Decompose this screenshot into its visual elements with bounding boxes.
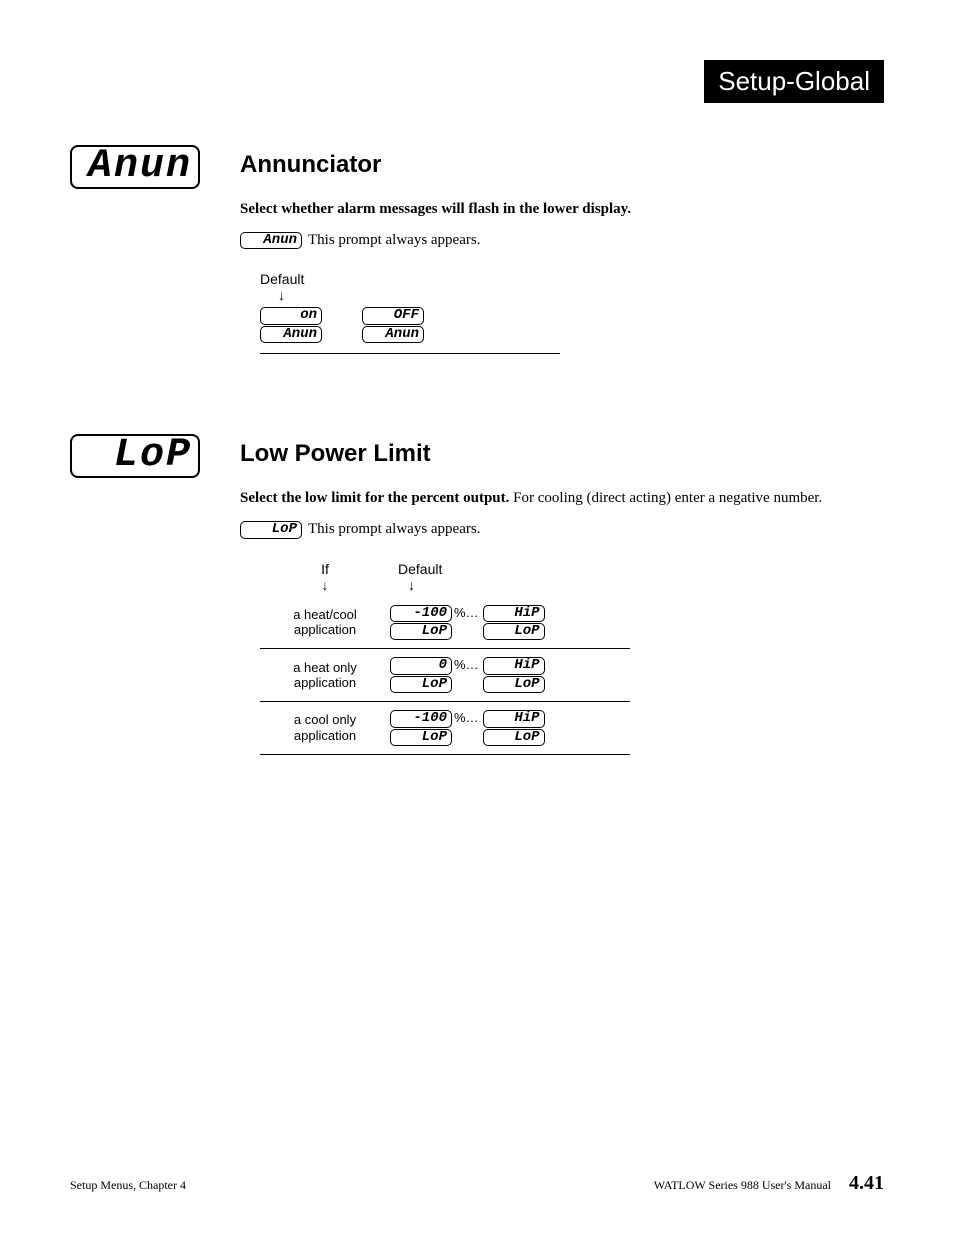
- footer-right: WATLOW Series 988 User's Manual 4.41: [654, 1172, 884, 1195]
- percent-dots: %…: [454, 657, 479, 672]
- if-line2: application: [294, 675, 356, 690]
- footer-manual-name: WATLOW Series 988 User's Manual: [654, 1178, 831, 1193]
- table-arrow-row: ↓ ↓: [260, 577, 630, 593]
- default-header: Default: [260, 271, 560, 287]
- range-low: -100 LoP: [390, 710, 452, 746]
- down-arrow: ↓: [390, 577, 568, 593]
- lcd-label: Anun: [260, 326, 322, 343]
- page-footer: Setup Menus, Chapter 4 WATLOW Series 988…: [70, 1172, 884, 1195]
- lcd-label: LoP: [483, 676, 545, 693]
- range-high: HiP LoP: [483, 657, 545, 693]
- lcd-label: LoP: [390, 623, 452, 640]
- table-row: a heat/cool application -100 LoP %… HiP …: [260, 597, 630, 650]
- annunciator-option-on: on Anun: [260, 307, 322, 343]
- if-line1: a heat/cool: [293, 607, 357, 622]
- if-condition: a heat/cool application: [260, 607, 390, 638]
- table-row: a cool only application -100 LoP %… HiP …: [260, 702, 630, 755]
- divider: [260, 353, 560, 354]
- annunciator-option-row: on Anun OFF Anun: [260, 307, 560, 343]
- table-row: a heat only application 0 LoP %… HiP LoP: [260, 649, 630, 702]
- annunciator-lede-bold: Select whether alarm messages will flash…: [240, 201, 631, 217]
- lop-appears-lcd: LoP: [240, 521, 302, 538]
- percent-dots: %…: [454, 605, 479, 620]
- down-arrow: ↓: [260, 287, 560, 303]
- range-high: HiP LoP: [483, 605, 545, 641]
- lcd-value: -100: [390, 605, 452, 622]
- lcd-label: LoP: [483, 623, 545, 640]
- lcd-value: HiP: [483, 657, 545, 674]
- lcd-value: on: [260, 307, 322, 324]
- range-cell: -100 LoP %… HiP LoP: [390, 605, 545, 641]
- annunciator-appears-text: This prompt always appears.: [308, 232, 480, 249]
- if-line1: a cool only: [294, 712, 356, 727]
- lop-title: Low Power Limit: [240, 440, 884, 468]
- lcd-label: LoP: [390, 729, 452, 746]
- range-cell: 0 LoP %… HiP LoP: [390, 657, 545, 693]
- lcd-value: HiP: [483, 605, 545, 622]
- lcd-value: -100: [390, 710, 452, 727]
- section-annunciator: Anun Annunciator Select whether alarm me…: [70, 145, 884, 354]
- lcd-value: OFF: [362, 307, 424, 324]
- page-number: 4.41: [849, 1172, 884, 1195]
- lop-body: Low Power Limit Select the low limit for…: [240, 434, 884, 755]
- down-arrow: ↓: [260, 577, 390, 593]
- lcd-text: LoP: [114, 433, 192, 478]
- lop-range-table: If Default ↓ ↓ a heat/cool application -…: [260, 561, 630, 755]
- page-header-tag: Setup-Global: [704, 60, 884, 103]
- if-condition: a cool only application: [260, 712, 390, 743]
- lcd-value: HiP: [483, 710, 545, 727]
- if-line2: application: [294, 728, 356, 743]
- if-condition: a heat only application: [260, 660, 390, 691]
- annunciator-appears: Anun This prompt always appears.: [240, 232, 884, 249]
- range-low: -100 LoP: [390, 605, 452, 641]
- default-header: Default: [390, 561, 558, 577]
- range-cell: -100 LoP %… HiP LoP: [390, 710, 545, 746]
- annunciator-option-off: OFF Anun: [362, 307, 424, 343]
- if-header: If: [260, 561, 390, 577]
- annunciator-options: Default ↓ on Anun OFF Anun: [260, 271, 560, 354]
- lop-lede-rest: For cooling (direct acting) enter a nega…: [509, 490, 822, 506]
- percent-dots: %…: [454, 710, 479, 725]
- range-low: 0 LoP: [390, 657, 452, 693]
- lop-lede-bold: Select the low limit for the percent out…: [240, 490, 509, 506]
- annunciator-lede: Select whether alarm messages will flash…: [240, 201, 884, 218]
- section-low-power-limit: LoP Low Power Limit Select the low limit…: [70, 434, 884, 755]
- table-header-row: If Default: [260, 561, 630, 577]
- lcd-label: Anun: [362, 326, 424, 343]
- lop-lcd-prompt: LoP: [70, 434, 200, 478]
- lcd-label: LoP: [483, 729, 545, 746]
- lop-appears: LoP This prompt always appears.: [240, 521, 884, 538]
- lcd-value: 0: [390, 657, 452, 674]
- if-line1: a heat only: [293, 660, 357, 675]
- range-high: HiP LoP: [483, 710, 545, 746]
- lcd-label: LoP: [390, 676, 452, 693]
- annunciator-lcd-prompt: Anun: [70, 145, 200, 189]
- if-line2: application: [294, 622, 356, 637]
- annunciator-appears-lcd: Anun: [240, 232, 302, 249]
- annunciator-body: Annunciator Select whether alarm message…: [240, 145, 884, 354]
- annunciator-title: Annunciator: [240, 151, 884, 179]
- lop-appears-text: This prompt always appears.: [308, 521, 480, 538]
- lop-lede: Select the low limit for the percent out…: [240, 490, 884, 507]
- lcd-text: Anun: [88, 144, 192, 189]
- footer-left: Setup Menus, Chapter 4: [70, 1178, 186, 1193]
